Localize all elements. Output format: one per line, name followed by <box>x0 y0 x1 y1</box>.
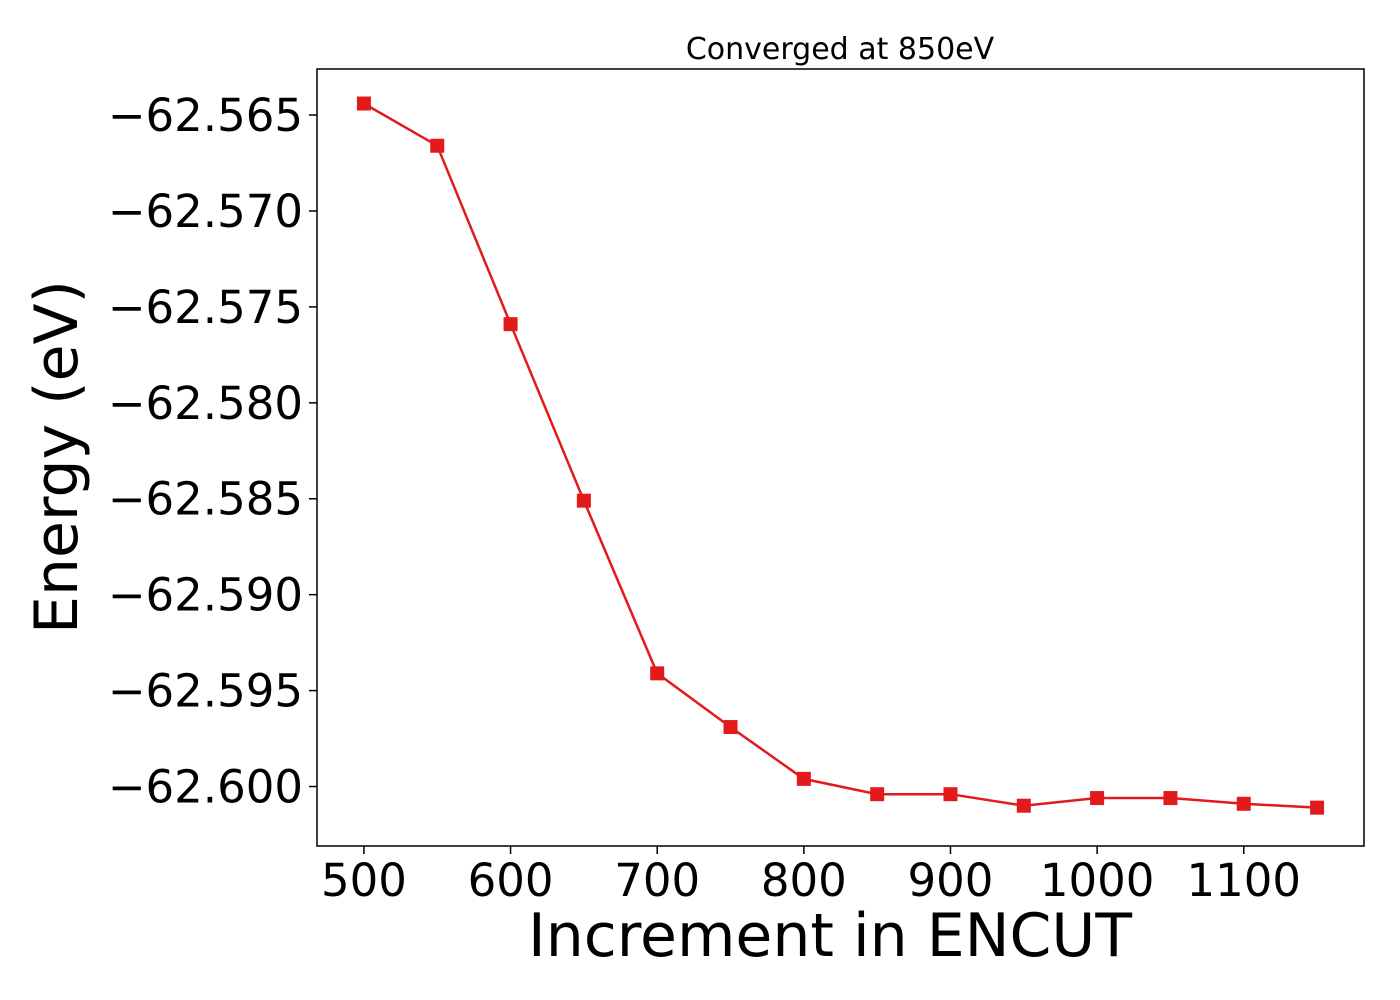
x-tick-label: 1100 <box>1186 854 1301 907</box>
y-tick-label: −62.575 <box>108 281 303 334</box>
y-tick-label: −62.600 <box>108 761 303 814</box>
x-axis-label: Increment in ENCUT <box>528 901 1132 971</box>
series-line <box>363 102 1318 809</box>
data-point-marker <box>356 96 371 111</box>
data-point-marker <box>1163 791 1178 806</box>
y-tick-label: −62.580 <box>108 377 303 430</box>
x-axis-ticks: 500 600 700 800 900 1000 1100 <box>321 846 1301 907</box>
y-axis-ticks: −62.565 −62.570 −62.575 −62.580 −62.585 −62.5… <box>108 89 317 814</box>
y-tick-label: −62.565 <box>108 89 303 142</box>
x-tick-label: 500 <box>321 854 407 907</box>
series-layer <box>356 96 1325 815</box>
chart-title: Converged at 850eV <box>686 32 995 67</box>
y-tick-label: −62.570 <box>108 185 303 238</box>
data-point-marker <box>503 317 518 332</box>
data-point-marker <box>1016 798 1031 813</box>
data-point-marker <box>1236 796 1251 811</box>
x-tick-label: 600 <box>468 854 554 907</box>
y-tick-label: −62.590 <box>108 569 303 622</box>
y-axis-label: Energy (eV) <box>22 280 92 634</box>
data-point-marker <box>430 138 445 153</box>
x-tick-label: 800 <box>761 854 847 907</box>
x-tick-label: 700 <box>614 854 700 907</box>
y-tick-label: −62.595 <box>108 665 303 718</box>
data-point-marker <box>1090 791 1105 806</box>
data-point-marker <box>576 493 591 508</box>
x-tick-label: 900 <box>908 854 994 907</box>
plot-area-frame <box>316 68 1365 847</box>
x-tick-label: 1000 <box>1040 854 1155 907</box>
data-point-marker <box>723 720 738 735</box>
y-tick-label: −62.585 <box>108 473 303 526</box>
data-point-marker <box>1310 800 1325 815</box>
data-point-marker <box>943 787 958 802</box>
data-point-marker <box>650 666 665 681</box>
data-point-marker <box>796 771 811 786</box>
data-point-marker <box>870 787 885 802</box>
